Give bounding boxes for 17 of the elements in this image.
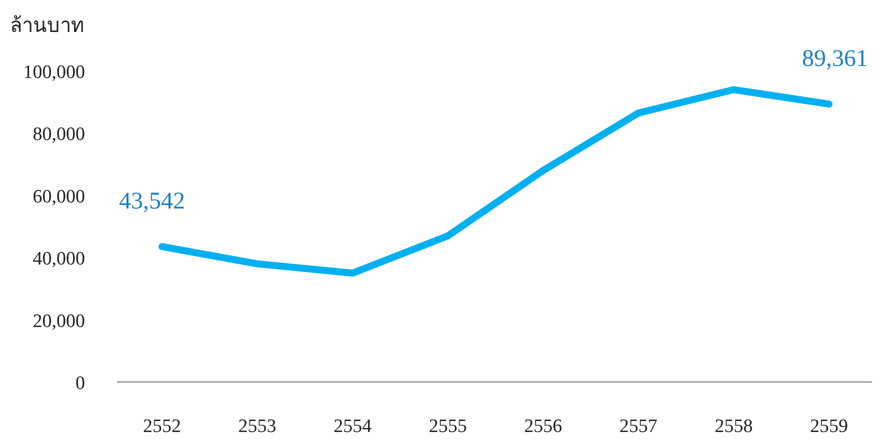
x-tick-label: 2557 [619,416,658,437]
y-tick-label: 80,000 [32,124,85,146]
x-tick-label: 2553 [238,416,276,437]
data-label: 43,542 [119,188,185,215]
y-tick-label: 0 [76,373,85,394]
x-tick-label: 2552 [143,416,181,437]
y-tick-label: 60,000 [32,186,85,208]
y-axis-title: ล้านบาท [10,15,84,37]
x-tick-label: 2556 [524,416,562,437]
x-tick-label: 2555 [428,416,467,437]
y-tick-label: 20,000 [32,310,85,332]
x-tick-label: 2559 [810,416,848,437]
x-tick-label: 2558 [714,416,753,437]
x-tick-label: 2554 [334,416,372,437]
y-tick-label: 40,000 [32,248,85,270]
y-tick-label: 100,000 [23,62,85,83]
data-label: 89,361 [802,46,868,72]
